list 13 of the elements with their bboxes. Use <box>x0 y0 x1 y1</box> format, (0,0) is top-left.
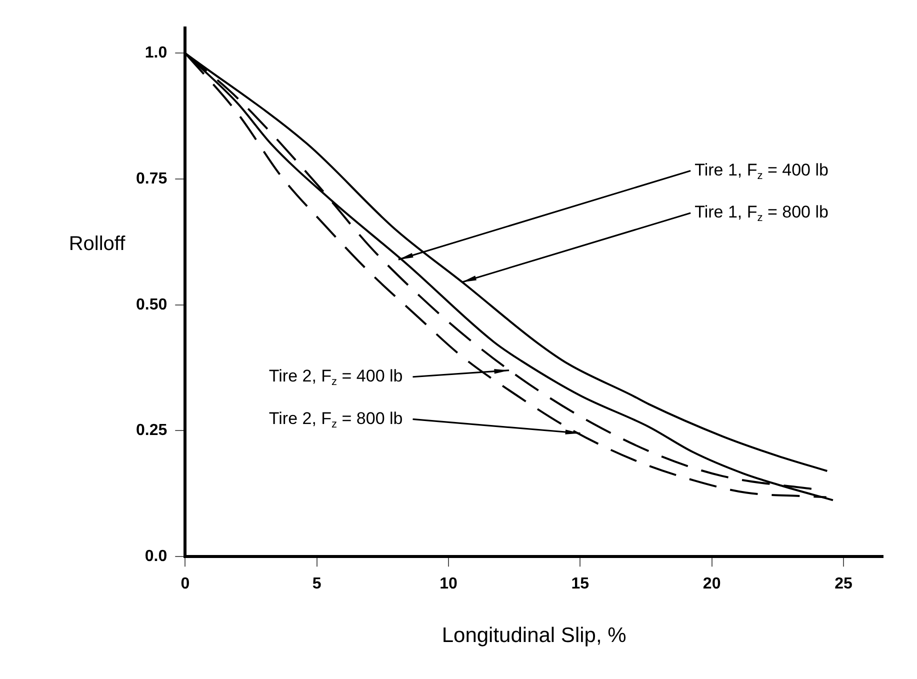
x-axis-title: Longitudinal Slip, % <box>442 624 626 648</box>
x-tick-label: 10 <box>440 576 458 593</box>
x-tick-label: 20 <box>702 576 721 593</box>
x-tick-label: 25 <box>834 576 852 593</box>
y-tick-label: 0.75 <box>136 170 168 188</box>
y-tick-label: 1.0 <box>144 44 168 62</box>
x-tick-label: 0 <box>180 576 190 593</box>
y-tick-label: 0.0 <box>144 548 168 566</box>
y-axis-title: Rolloff <box>68 232 126 255</box>
x-tick-label: 5 <box>312 576 322 593</box>
x-tick-label: 15 <box>571 576 590 593</box>
y-tick-label: 0.25 <box>136 422 168 440</box>
y-tick-label: 0.50 <box>136 296 168 314</box>
